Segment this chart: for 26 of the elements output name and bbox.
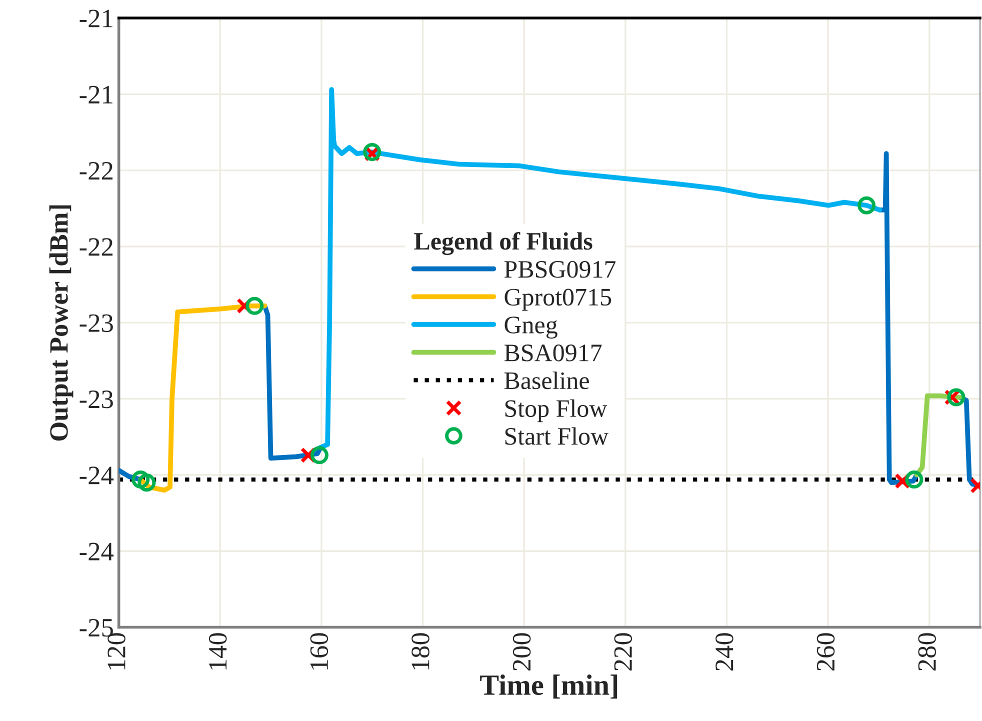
y-tick-label: -22: [80, 162, 113, 180]
legend-label: Stop Flow: [505, 399, 608, 422]
x-tick-label: 140: [208, 633, 227, 670]
x-tick-label: 160: [310, 633, 328, 670]
legend-label: Gprot0715: [504, 288, 612, 311]
y-tick-label: -22: [80, 238, 113, 256]
y-tick-label: -23: [80, 390, 113, 408]
x-tick-label: 200: [512, 633, 531, 671]
y-axis-title: Output Power [dBm]: [49, 205, 74, 441]
y-tick-label: -23: [80, 314, 113, 332]
legend-label: PBSG0917: [504, 260, 616, 278]
x-tick-label: 240: [716, 633, 734, 671]
legend-label: Start Flow: [505, 427, 608, 445]
y-tick-label: -24: [80, 466, 114, 484]
y-tick-label: -24: [80, 542, 114, 560]
x-tick-label: 180: [412, 633, 430, 670]
legend-label: Gneg: [504, 316, 558, 339]
x-tick-label: 220: [614, 633, 632, 671]
x-tick-label: 280: [918, 633, 936, 671]
y-tick-label: -21: [80, 86, 112, 104]
x-axis-title: Time [min]: [480, 674, 618, 699]
y-tick-label: -21: [80, 10, 112, 28]
legend-label: BSA0917: [504, 344, 602, 362]
legend-label: Baseline: [504, 372, 589, 390]
x-tick-label: 260: [816, 633, 835, 671]
legend-title: Legend of Fluids: [414, 232, 592, 256]
